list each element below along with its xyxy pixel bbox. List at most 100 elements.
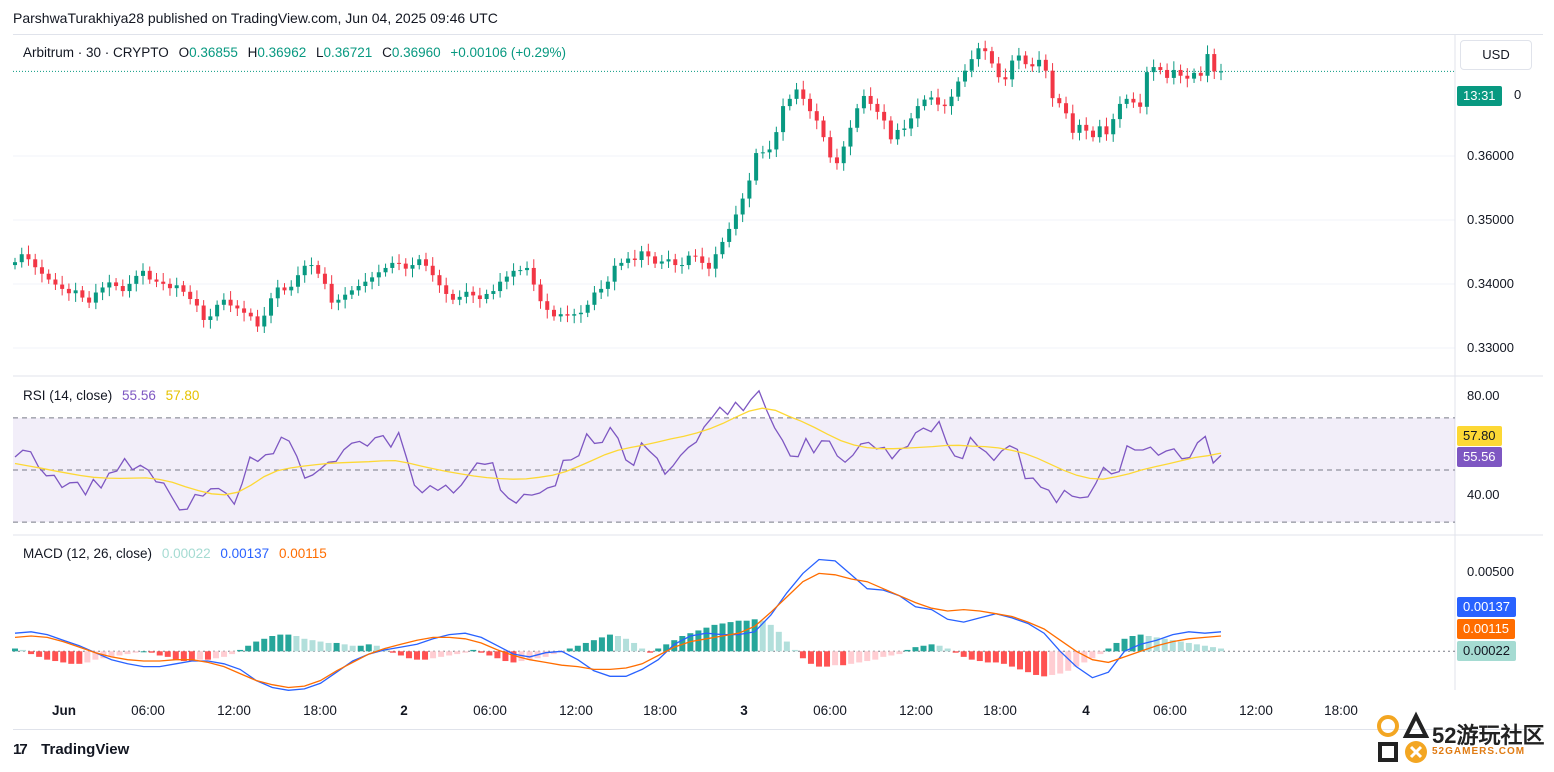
macd-hist-bar xyxy=(325,642,332,652)
candle-body xyxy=(942,104,947,107)
macd-hist-bar xyxy=(172,651,179,660)
price-tick-label: 0.35000 xyxy=(1467,212,1514,227)
candle-body xyxy=(814,111,819,121)
candle-body xyxy=(733,214,738,229)
candle-body xyxy=(376,272,381,278)
candle-body xyxy=(114,282,119,287)
price-tick-label: 0.34000 xyxy=(1467,276,1514,291)
macd-hist-bar xyxy=(52,651,59,662)
candle-body xyxy=(80,290,85,298)
candle-body xyxy=(1057,98,1062,104)
macd-hist-bar xyxy=(655,648,662,652)
macd-hist-bar xyxy=(221,651,228,657)
candle-body xyxy=(66,288,71,294)
macd-hist-bar xyxy=(647,651,654,653)
candle-body xyxy=(875,103,880,112)
macd-hist-bar xyxy=(671,640,678,652)
rsi-legend: RSI (14, close) 55.56 57.80 xyxy=(23,388,205,403)
macd-hist-bar xyxy=(28,651,35,655)
candle-body xyxy=(612,265,617,282)
candle-body xyxy=(949,96,954,107)
candle-body xyxy=(801,89,806,99)
open-label: O xyxy=(178,45,190,60)
candle-body xyxy=(450,293,455,300)
candle-body xyxy=(1178,69,1183,76)
published-header: ParshwaTurakhiya28 published on TradingV… xyxy=(13,10,498,26)
macd-hist-bar xyxy=(293,636,300,652)
candle-body xyxy=(390,262,395,268)
macd-hist-bar xyxy=(196,651,203,660)
candle-body xyxy=(498,281,503,292)
candle-body xyxy=(60,284,65,289)
candle-body xyxy=(976,48,981,60)
candle-body xyxy=(996,63,1001,78)
candle-body xyxy=(329,283,334,303)
macd-hist-bar xyxy=(711,624,718,652)
candle-body xyxy=(679,265,685,267)
candle-body xyxy=(410,265,415,269)
candle-body xyxy=(855,108,860,128)
macd-hist-bar xyxy=(1177,641,1184,652)
candle-body xyxy=(1037,59,1042,67)
candle-body xyxy=(1138,102,1143,107)
macd-hist-bar xyxy=(590,640,597,652)
candle-body xyxy=(1198,72,1203,76)
macd-tick-label: 0.00500 xyxy=(1467,564,1514,579)
candle-body xyxy=(73,290,78,294)
candle-body xyxy=(1124,98,1129,104)
candle-body xyxy=(572,314,577,316)
macd-hist-bar xyxy=(76,651,83,664)
macd-hist-bar xyxy=(1073,651,1080,667)
candle-body xyxy=(909,118,914,129)
candle-body xyxy=(343,294,348,300)
macd-hist-bar xyxy=(1201,645,1208,652)
macd-hist-bar xyxy=(832,651,839,666)
tradingview-brand[interactable]: 17 TradingView xyxy=(13,741,129,758)
macd-hist-bar xyxy=(1097,651,1104,655)
rsi-label[interactable]: RSI (14, close) xyxy=(23,388,113,403)
candle-body xyxy=(565,314,570,316)
macd-hist-bar xyxy=(952,651,959,653)
macd-label[interactable]: MACD (12, 26, close) xyxy=(23,546,153,561)
candle-body xyxy=(888,120,893,140)
macd-hist-bar xyxy=(1161,638,1168,652)
signal-tag: 0.00115 xyxy=(1457,619,1516,639)
candle-body xyxy=(471,291,476,296)
candle-body xyxy=(336,299,341,303)
candle-body xyxy=(599,288,604,293)
candle-body xyxy=(248,312,253,317)
candle-body xyxy=(922,99,927,107)
macd-hist-bar xyxy=(816,651,822,667)
macd-hist-bar xyxy=(751,619,758,652)
candle-body xyxy=(87,297,92,303)
macd-hist-bar xyxy=(502,651,509,662)
candle-body xyxy=(1090,130,1095,138)
candle-body xyxy=(740,198,745,215)
macd-hist-bar xyxy=(1218,648,1224,652)
price-legend: Arbitrum · 30 · CRYPTO O0.36855 H0.36962… xyxy=(23,45,572,60)
macd-hist-bar xyxy=(1169,640,1176,652)
candle-body xyxy=(356,286,361,291)
rsi-ma-line xyxy=(14,407,1222,496)
candle-body xyxy=(1104,126,1109,135)
candle-body xyxy=(504,276,509,282)
macd-hist-bar xyxy=(180,651,187,662)
candle-body xyxy=(1097,126,1102,138)
candle-body xyxy=(693,255,698,257)
chart-frame[interactable] xyxy=(13,34,1543,730)
candle-body xyxy=(215,304,220,317)
currency-button[interactable]: USD xyxy=(1460,40,1532,70)
macd-hist-bar xyxy=(920,645,927,652)
candle-body xyxy=(653,256,658,264)
watermark-text: 52游玩社区 xyxy=(1432,723,1545,748)
macd-hist-bar xyxy=(277,634,284,652)
macd-hist-bar xyxy=(518,651,525,662)
candle-body xyxy=(531,267,536,285)
symbol-label[interactable]: Arbitrum · 30 · CRYPTO xyxy=(23,45,169,60)
macd-hist-bar xyxy=(12,648,18,652)
macd-hist-bar xyxy=(791,649,798,652)
candle-body xyxy=(895,129,900,140)
macd-hist-bar xyxy=(960,651,967,657)
signal-line xyxy=(14,572,1222,689)
